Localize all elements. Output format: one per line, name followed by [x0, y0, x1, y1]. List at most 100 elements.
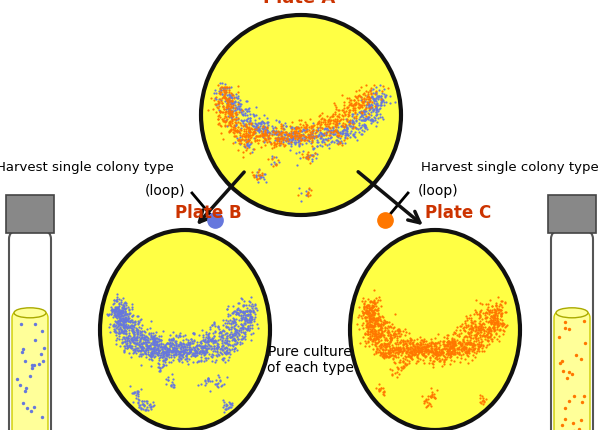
Point — [289, 133, 299, 140]
Point — [232, 129, 241, 135]
Point — [122, 323, 132, 330]
Point — [182, 344, 192, 350]
Point — [200, 354, 209, 361]
Point — [184, 349, 193, 356]
Point — [186, 348, 196, 355]
Point — [236, 109, 246, 116]
Point — [338, 116, 348, 123]
Point — [103, 311, 113, 318]
Point — [362, 116, 371, 123]
Point — [237, 295, 246, 302]
Point — [471, 338, 481, 345]
Point — [141, 345, 150, 352]
Point — [190, 347, 200, 353]
Point — [281, 129, 291, 136]
Point — [338, 123, 348, 129]
Point — [223, 108, 232, 114]
Point — [427, 347, 437, 353]
Point — [253, 132, 263, 139]
Point — [479, 398, 488, 405]
Point — [217, 115, 227, 122]
Point — [464, 338, 473, 345]
Point — [442, 335, 452, 341]
Point — [480, 310, 490, 317]
Point — [272, 135, 282, 142]
Point — [367, 94, 376, 101]
Point — [429, 363, 438, 370]
Point — [318, 118, 328, 125]
Point — [335, 131, 344, 138]
Point — [249, 308, 259, 315]
Point — [119, 328, 129, 335]
Point — [226, 107, 235, 114]
Point — [275, 135, 284, 141]
Point — [184, 349, 194, 356]
Point — [560, 404, 569, 411]
Point — [438, 341, 448, 347]
Point — [362, 324, 372, 331]
Point — [220, 359, 230, 366]
Point — [424, 399, 433, 406]
Point — [395, 345, 405, 352]
Point — [255, 133, 265, 140]
Point — [214, 351, 224, 358]
Point — [387, 345, 397, 352]
Point — [159, 350, 169, 357]
Text: (loop): (loop) — [418, 184, 459, 198]
Point — [377, 329, 386, 335]
Point — [373, 319, 382, 326]
Point — [231, 331, 241, 338]
Point — [275, 135, 284, 142]
Point — [226, 94, 235, 101]
Point — [398, 342, 408, 349]
Point — [357, 99, 367, 106]
Point — [148, 334, 158, 341]
Point — [170, 348, 179, 355]
Point — [449, 348, 459, 355]
Point — [197, 343, 206, 350]
Point — [409, 352, 418, 359]
Point — [443, 350, 453, 356]
Point — [252, 137, 261, 144]
Point — [367, 104, 376, 111]
Point — [219, 117, 228, 124]
Point — [169, 381, 179, 388]
Point — [373, 331, 383, 338]
Point — [120, 314, 130, 321]
Point — [224, 98, 234, 105]
Point — [136, 340, 146, 347]
Point — [380, 94, 389, 101]
Point — [489, 323, 498, 330]
Point — [469, 310, 479, 317]
Point — [167, 347, 177, 354]
Point — [216, 95, 225, 102]
Point — [207, 322, 217, 329]
Point — [307, 129, 317, 136]
Point — [457, 347, 467, 354]
Point — [372, 345, 382, 352]
Point — [270, 140, 280, 147]
Point — [365, 328, 375, 335]
Point — [393, 344, 402, 351]
Point — [311, 134, 320, 141]
Point — [335, 134, 344, 141]
Point — [260, 135, 270, 142]
Point — [169, 346, 178, 353]
Point — [244, 132, 254, 139]
Point — [154, 361, 164, 368]
Point — [296, 197, 306, 204]
Point — [410, 346, 420, 353]
Point — [371, 318, 381, 325]
Point — [308, 126, 318, 133]
Point — [480, 335, 490, 342]
Point — [410, 350, 420, 357]
Point — [247, 316, 257, 322]
Point — [377, 102, 386, 109]
Point — [228, 108, 238, 114]
Point — [422, 347, 432, 354]
Point — [260, 123, 270, 130]
Point — [316, 129, 326, 136]
Point — [231, 138, 240, 145]
Point — [267, 155, 277, 162]
Point — [407, 351, 417, 358]
